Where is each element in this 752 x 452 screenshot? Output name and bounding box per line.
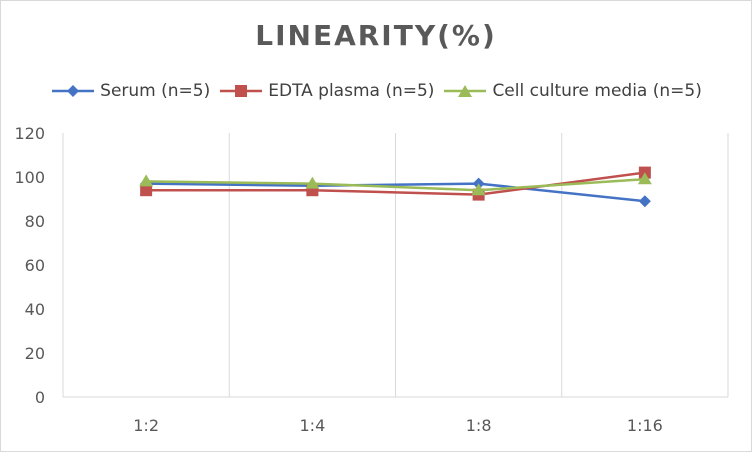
chart-title: LINEARITY(%) (255, 19, 497, 52)
data-point-cell-culture-media (637, 172, 652, 185)
legend-swatch-edta-plasma-icon (220, 85, 263, 97)
legend-item-serum: Serum (n=5) (50, 81, 210, 101)
legend-label-serum: Serum (n=5) (100, 81, 211, 101)
y-tick-label: 80 (25, 212, 45, 231)
x-tick-label: 1:16 (627, 416, 663, 435)
legend-label-edta-plasma: EDTA plasma (n=5) (268, 81, 435, 101)
legend-swatch-serum-icon (52, 85, 95, 97)
series-line-0 (146, 182, 646, 203)
data-point-cell-culture-media (471, 183, 486, 196)
y-tick-label: 120 (14, 124, 45, 143)
series-line-2 (146, 177, 645, 192)
data-point-cell-culture-media (139, 174, 154, 187)
y-tick-label: 40 (25, 300, 45, 319)
data-point-cell-culture-media (305, 176, 320, 189)
y-tick-label: 60 (25, 256, 45, 275)
x-tick-label: 1:8 (466, 416, 492, 435)
legend: Serum (n=5) EDTA plasma (n=5) Cell cultu… (1, 81, 751, 101)
y-tick-label: 0 (35, 388, 45, 407)
x-tick-label: 1:4 (300, 416, 326, 435)
legend-swatch-cell-culture-media-icon (444, 85, 487, 97)
x-tick-label: 1:2 (133, 416, 159, 435)
legend-item-edta-plasma: EDTA plasma (n=5) (218, 81, 434, 101)
legend-label-cell-culture-media: Cell culture media (n=5) (492, 81, 702, 101)
data-point-edta-plasma (140, 184, 153, 197)
y-tick-label: 20 (25, 344, 45, 363)
y-tick-label: 100 (14, 168, 45, 187)
legend-item-cell-culture-media: Cell culture media (n=5) (442, 81, 702, 101)
data-point-serum (638, 195, 651, 208)
